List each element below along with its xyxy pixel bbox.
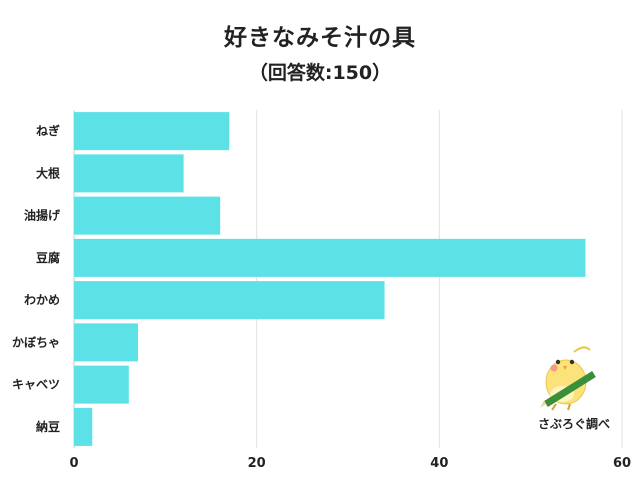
x-tick-label: 40 <box>430 456 448 471</box>
source-credit: さぶろぐ調べ <box>537 417 610 431</box>
category-label: キャベツ <box>12 378 60 392</box>
category-label: 豆腐 <box>36 250 60 265</box>
chart-title: 好きなみそ汁の具 <box>224 25 416 51</box>
x-tick-label: 60 <box>613 456 631 471</box>
bar <box>74 112 230 151</box>
x-tick-label: 0 <box>69 456 78 471</box>
category-label: わかめ <box>24 293 60 307</box>
bird-with-pencil-icon <box>540 346 596 411</box>
bar <box>74 365 129 404</box>
bar <box>74 154 184 193</box>
category-label: かぼちゃ <box>12 335 60 349</box>
category-label: 油揚げ <box>24 208 61 223</box>
bar <box>74 196 221 235</box>
bar <box>74 281 385 320</box>
x-tick-label: 20 <box>248 456 266 471</box>
bar <box>74 323 138 362</box>
category-label: 大根 <box>36 165 60 180</box>
category-label: 納豆 <box>36 419 60 434</box>
bar <box>74 407 93 446</box>
chart-subtitle: （回答数:150） <box>248 62 392 84</box>
bar <box>74 238 586 277</box>
category-label: ねぎ <box>36 123 60 138</box>
